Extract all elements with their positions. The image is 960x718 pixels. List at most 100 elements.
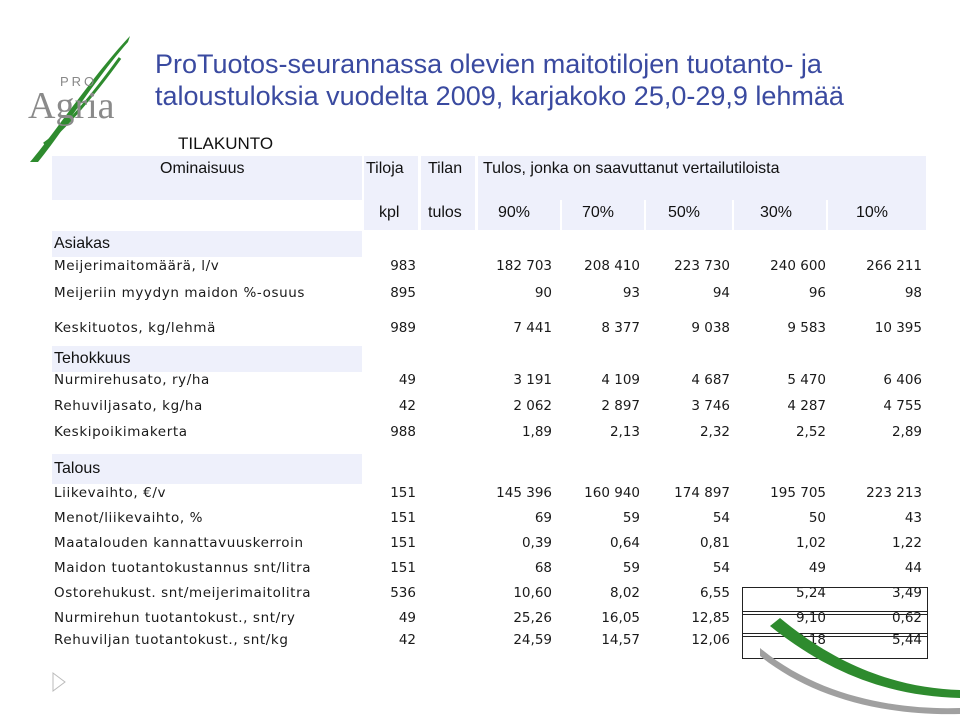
row-value-p70: 2,13	[609, 424, 640, 440]
row-label: Maatalouden kannattavuuskerroin	[54, 535, 304, 551]
subheader-tulos: tulos	[428, 204, 462, 221]
subheader-bg-tulos	[421, 200, 475, 230]
row-value-p70: 160 940	[584, 485, 640, 501]
row-value-p30: 9 583	[787, 320, 826, 336]
row-value-p70: 16,05	[601, 610, 640, 626]
row-value-p30: 4 287	[787, 398, 826, 414]
highlight-box-1	[742, 587, 928, 615]
row-value-p30: 2,52	[795, 424, 826, 440]
play-triangle-icon[interactable]	[52, 672, 66, 692]
row-farms-count: 895	[390, 285, 416, 301]
subheader-bg-p50	[646, 200, 732, 230]
header-bg-farms	[364, 156, 418, 200]
page-title: ProTuotos-seurannassa olevien maitotiloj…	[155, 48, 935, 112]
row-label: Keskipoikimakerta	[54, 424, 188, 440]
row-value-p90: 0,39	[521, 535, 552, 551]
row-farms-count: 536	[390, 585, 416, 601]
row-farms-count: 42	[398, 632, 416, 648]
subheader-p90: 90%	[498, 204, 531, 221]
row-value-p30: 240 600	[770, 258, 826, 274]
logo-agria-text: Agria	[28, 85, 115, 127]
header-result: Tilan	[428, 160, 463, 177]
row-value-p30: 1,02	[795, 535, 826, 551]
header-bg-group	[478, 156, 926, 200]
row-label: Nurmirehun tuotantokust., snt/ry	[54, 610, 296, 626]
row-label: Nurmirehusato, ry/ha	[54, 372, 210, 388]
row-farms-count: 151	[390, 535, 416, 551]
subheader-p10: 10%	[856, 204, 889, 221]
row-value-p10: 44	[904, 560, 922, 576]
title-line-2: taloustuloksia vuodelta 2009, karjakoko …	[155, 81, 844, 111]
row-value-p30: 5 470	[787, 372, 826, 388]
row-farms-count: 988	[390, 424, 416, 440]
row-value-p90: 2 062	[513, 398, 552, 414]
row-value-p90: 24,59	[513, 632, 552, 648]
row-value-p70: 2 897	[601, 398, 640, 414]
table-row: Keskipoikimakerta 988 1,89 2,13 2,32 2,52 2,89	[0, 424, 960, 446]
row-value-p70: 208 410	[584, 258, 640, 274]
row-value-p90: 68	[534, 560, 552, 576]
section-title: TILAKUNTO	[178, 134, 274, 153]
proagria-logo-graphic	[30, 36, 130, 162]
table-row: Liikevaihto, €/v 151 145 396 160 940 174 897…	[0, 485, 960, 507]
row-value-p30: 195 705	[770, 485, 826, 501]
row-value-p70: 4 109	[601, 372, 640, 388]
row-value-p90: 182 703	[496, 258, 552, 274]
row-label: Menot/liikevaihto, %	[54, 510, 204, 526]
row-value-p10: 2,89	[891, 424, 922, 440]
row-farms-count: 42	[398, 398, 416, 414]
row-value-p30: 49	[808, 560, 826, 576]
table-row: Maidon tuotantokustannus snt/litra 151 68 5…	[0, 560, 960, 582]
row-value-p50: 2,32	[699, 424, 730, 440]
row-label: Maidon tuotantokustannus snt/litra	[54, 560, 312, 576]
row-value-p90: 145 396	[496, 485, 552, 501]
row-value-p90: 1,89	[521, 424, 552, 440]
row-value-p10: 98	[904, 285, 922, 301]
row-value-p10: 4 755	[883, 398, 922, 414]
row-value-p50: 4 687	[691, 372, 730, 388]
table-row: Menot/liikevaihto, % 151 69 59 54 50 43	[0, 510, 960, 532]
row-value-p70: 8 377	[601, 320, 640, 336]
row-value-p10: 266 211	[866, 258, 922, 274]
row-label: Keskituotos, kg/lehmä	[54, 320, 216, 336]
row-value-p10: 3,49	[891, 585, 922, 601]
logo-pro-text: PRO	[60, 74, 98, 89]
row-farms-count: 989	[390, 320, 416, 336]
header-group: Tulos, jonka on saavuttanut vertailutilo…	[483, 160, 780, 177]
row-label: Liikevaihto, €/v	[54, 485, 167, 501]
row-label: Rehuviljasato, kg/ha	[54, 398, 203, 414]
subheader-bg-p70	[562, 200, 644, 230]
row-value-p70: 59	[622, 560, 640, 576]
row-value-p70: 14,57	[601, 632, 640, 648]
subheader-bg-p90	[478, 200, 560, 230]
subheader-p50: 50%	[668, 204, 701, 221]
row-farms-count: 151	[390, 510, 416, 526]
row-farms-count: 151	[390, 485, 416, 501]
row-value-p50: 3 746	[691, 398, 730, 414]
highlight-box-2	[742, 611, 928, 637]
row-value-p90: 90	[534, 285, 552, 301]
row-value-p10: 223 213	[866, 485, 922, 501]
subheader-bg-kpl	[364, 200, 418, 230]
row-farms-count: 49	[398, 372, 416, 388]
row-value-p50: 223 730	[674, 258, 730, 274]
corner-swoosh-icon	[760, 618, 960, 715]
row-value-p70: 8,02	[609, 585, 640, 601]
row-value-p10: 1,22	[891, 535, 922, 551]
row-value-p90: 25,26	[513, 610, 552, 626]
subheader-bg-p30	[734, 200, 826, 230]
row-value-p10: 10 395	[874, 320, 922, 336]
row-value-p30: 5,24	[795, 585, 826, 601]
group-talous: Talous	[52, 454, 362, 484]
row-farms-count: 49	[398, 610, 416, 626]
row-value-p90: 10,60	[513, 585, 552, 601]
row-value-p30: 96	[808, 285, 826, 301]
table-row: Nurmirehusato, ry/ha 49 3 191 4 109 4 687 5 4…	[0, 372, 960, 394]
group-asiakas: Asiakas	[52, 231, 362, 257]
row-value-p50: 9 038	[691, 320, 730, 336]
row-value-p30: 50	[808, 510, 826, 526]
row-value-p50: 54	[712, 510, 730, 526]
header-property: Ominaisuus	[160, 160, 245, 177]
row-label: Rehuviljan tuotantokust., snt/kg	[54, 632, 289, 648]
row-value-p10: 43	[904, 510, 922, 526]
